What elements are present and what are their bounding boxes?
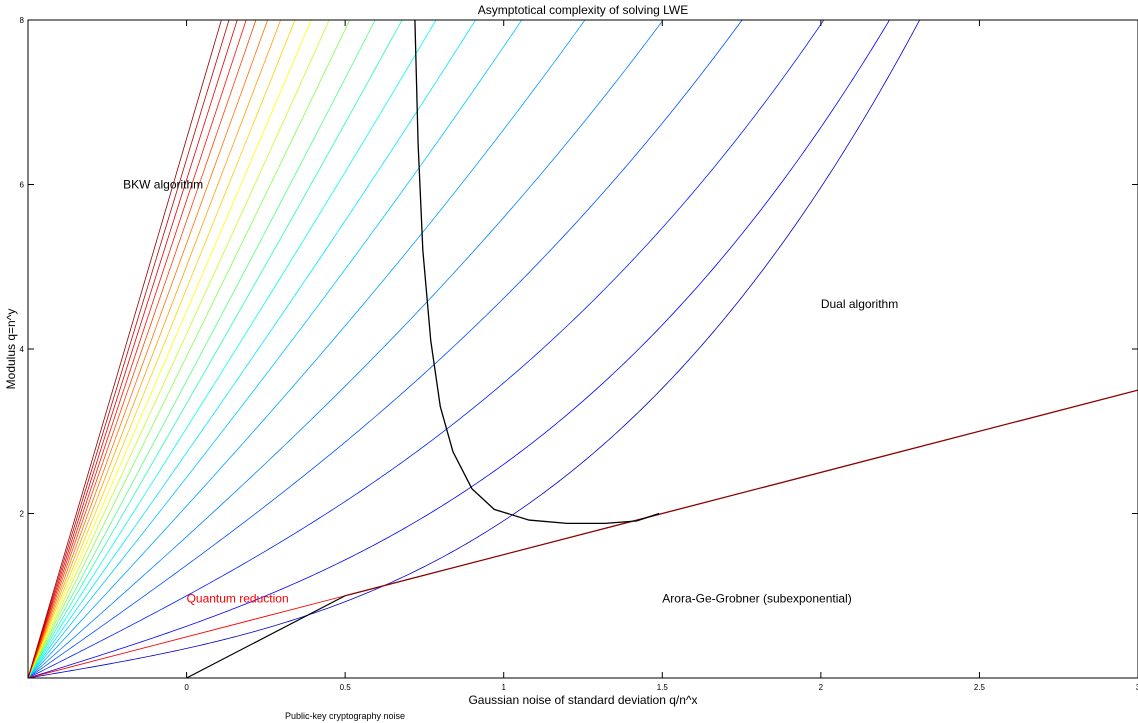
dual-curve-16 <box>28 20 282 678</box>
optimal-boundary-curve <box>414 20 660 525</box>
y-tick-label-0: 2 <box>20 510 25 519</box>
dual-curve-18 <box>28 20 257 678</box>
public-key-noise-line <box>186 595 346 678</box>
annotation-0: BKW algorithm <box>123 178 203 192</box>
dual-curve-6 <box>28 20 586 678</box>
dual-curve-9 <box>28 20 437 678</box>
dual-curve-17 <box>28 20 269 678</box>
dual-curve-1 <box>28 20 921 678</box>
dual-curve-11 <box>28 20 376 678</box>
annotation-1: Dual algorithm <box>821 297 898 311</box>
dual-curve-21 <box>28 20 230 678</box>
public-key-noise-label: Public-key cryptography noise <box>285 711 405 721</box>
arora-ge-line <box>344 389 1138 597</box>
curve-layer <box>28 20 1138 678</box>
dual-curve-8 <box>28 20 477 678</box>
dual-curve-13 <box>28 20 330 678</box>
dual-curve-20 <box>28 20 238 678</box>
dual-curve-19 <box>28 20 247 678</box>
annotation-layer: BKW algorithm Dual algorithm Arora-Ge-Grob… <box>123 178 898 606</box>
x-tick-label-0: 0 <box>184 683 189 692</box>
x-tick-label-4: 2 <box>819 683 824 692</box>
y-tick-label-2: 6 <box>20 181 25 190</box>
tick-layer: 0 0.5 1 1.5 2 2.5 3 2 4 6 8 <box>20 16 1138 692</box>
dual-curve-3 <box>28 20 825 678</box>
x-axis-title: Gaussian noise of standard deviation q/n… <box>468 693 697 707</box>
dual-curve-12 <box>28 20 351 678</box>
dual-curve-15 <box>28 20 296 678</box>
y-tick-label-3: 8 <box>20 16 25 25</box>
annotation-3: Quantum reduction <box>187 591 289 605</box>
y-axis-title: Modulus q=n^y <box>4 309 18 390</box>
dual-curve-5 <box>28 20 664 678</box>
x-tick-label-1: 0.5 <box>340 683 352 692</box>
plot-frame <box>27 19 1138 679</box>
dual-curve-2 <box>28 20 890 678</box>
chart-title: Asymptotical complexity of solving LWE <box>478 3 689 17</box>
y-tick-label-1: 4 <box>20 345 25 354</box>
x-tick-label-5: 2.5 <box>974 683 986 692</box>
dual-curve-4 <box>28 20 743 678</box>
quantum-reduction-line <box>28 595 346 678</box>
x-tick-label-6: 3 <box>1136 683 1138 692</box>
dual-curve-10 <box>28 20 403 678</box>
x-tick-label-3: 1.5 <box>657 683 669 692</box>
x-tick-label-2: 1 <box>501 683 506 692</box>
annotation-2: Arora-Ge-Grobner (subexponential) <box>662 591 851 605</box>
dual-curve-14 <box>28 20 312 678</box>
dual-curve-22 <box>28 20 222 678</box>
dual-curve-7 <box>28 20 523 678</box>
